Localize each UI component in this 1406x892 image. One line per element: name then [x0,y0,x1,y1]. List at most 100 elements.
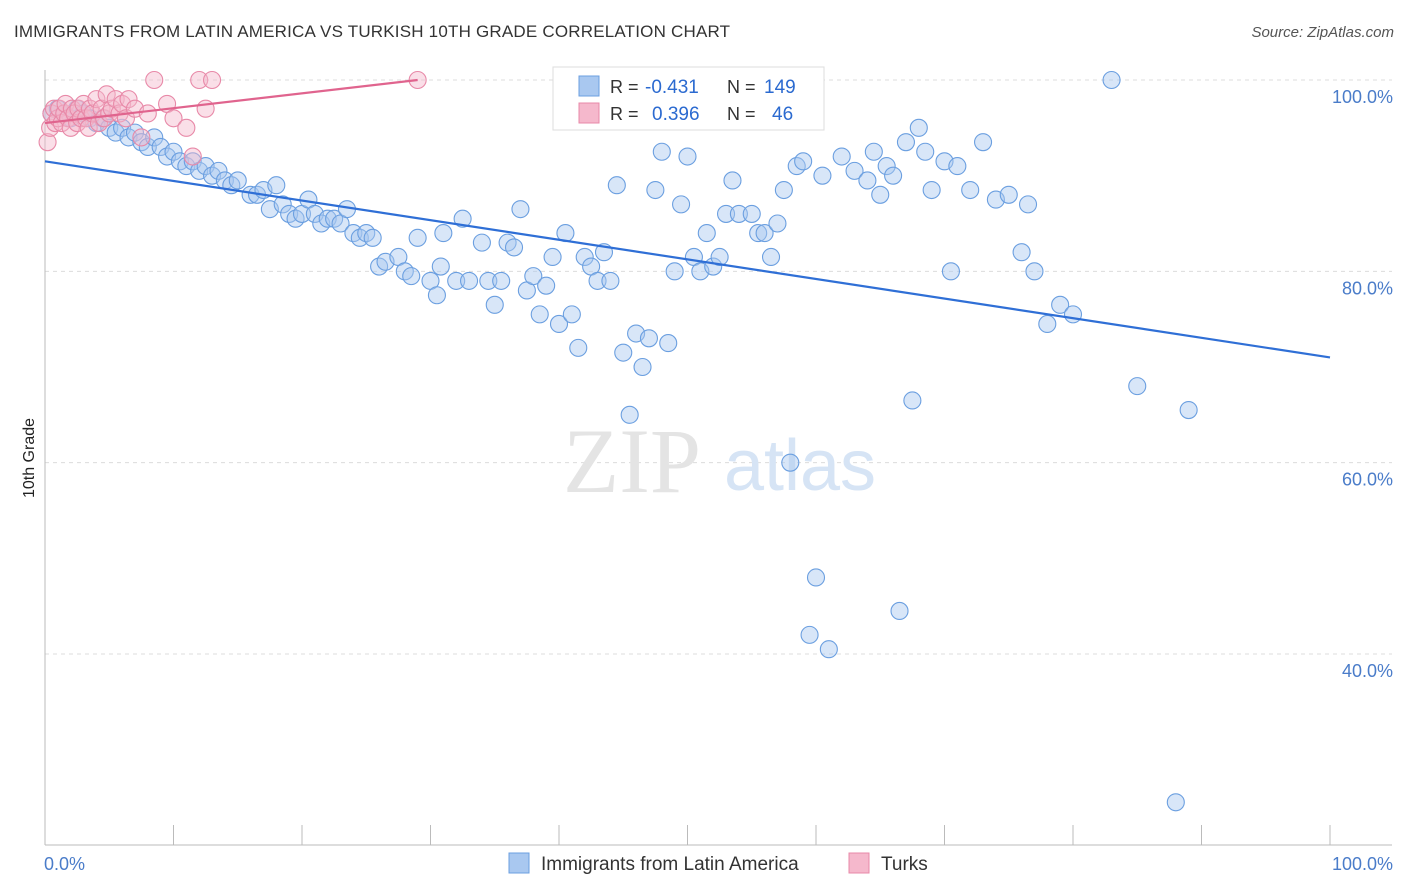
trend-line-latin-america [44,160,1331,359]
point-latin-america [813,166,832,185]
point-latin-america [485,295,504,314]
point-latin-america [749,224,768,243]
point-latin-america [794,152,813,171]
point-latin-america [504,238,524,257]
point-latin-america [845,161,864,180]
point-turks [79,118,98,137]
point-latin-america [678,147,697,166]
point-latin-america [601,271,620,290]
point-turks [203,70,222,90]
point-turks [97,85,116,104]
point-latin-america [524,267,543,286]
point-latin-america [614,343,633,362]
chart-title: IMMIGRANTS FROM LATIN AMERICA VS TURKISH… [14,22,731,41]
trend-line-turks [44,78,418,125]
point-latin-america [1128,377,1147,396]
point-latin-america [672,195,691,214]
point-latin-america [267,176,286,195]
legend-r-label-2: R = [610,104,639,124]
point-latin-america [459,271,479,290]
point-latin-america [659,334,678,353]
point-latin-america [273,195,292,214]
y-tick-labels: 40.0% 60.0% 80.0% 100.0% [1332,87,1393,681]
point-latin-america [729,204,748,223]
point-latin-america [742,204,761,223]
point-latin-america [209,161,228,180]
point-latin-america [138,137,157,157]
point-latin-america [999,185,1018,204]
point-latin-america [774,180,793,200]
series-immigrants-latin-america [42,70,1198,812]
point-latin-america [402,267,421,286]
point-latin-america [1179,400,1198,420]
y-axis-title: 10th Grade [21,418,38,498]
point-latin-america [511,200,530,219]
point-turks [183,147,202,166]
point-latin-america [427,286,446,305]
x-tick-labels: 0.0% 100.0% [44,854,1393,874]
series-legend: Immigrants from Latin America Turks [508,852,928,875]
point-latin-america [472,233,491,252]
point-latin-america [941,262,960,281]
x-tick-label-start: 0.0% [44,854,85,874]
point-latin-america [723,171,742,190]
point-turks [44,99,64,118]
point-latin-america [530,305,549,324]
point-latin-america [1051,295,1070,314]
legend-n-label-1: N = [727,77,756,97]
point-latin-america [447,271,466,290]
point-latin-america [431,257,450,276]
legend-n-label-2: N = [727,104,756,124]
point-latin-america [922,180,941,200]
point-turks [190,70,209,90]
trend-lines [44,78,1331,359]
correlation-legend: R = -0.431 N = 149 R = 0.396 N = 46 [552,66,825,131]
legend-r-value-2: 0.396 [652,104,700,125]
point-latin-america [697,224,716,243]
watermark-atlas: atlas [724,426,876,506]
x-tick-label-end: 100.0% [1332,854,1393,874]
point-latin-america [903,391,922,410]
axes [44,70,1392,846]
point-latin-america [948,157,967,176]
legend-r-label-1: R = [610,77,639,97]
point-latin-america [588,271,607,290]
point-latin-america [1012,243,1031,262]
point-latin-america [543,247,562,267]
point-latin-america [1063,305,1083,324]
point-latin-america [479,271,498,290]
point-latin-america [652,142,671,161]
point-latin-america [639,329,659,348]
point-turks [38,133,57,152]
point-latin-america [896,133,916,152]
point-turks [164,109,183,128]
legend-swatch-turks [578,102,600,124]
point-latin-america [761,247,781,267]
point-latin-america [864,142,883,161]
watermark: ZIP atlas [563,410,876,512]
point-latin-america [961,180,980,200]
point-latin-america [781,453,800,472]
point-latin-america [633,357,652,377]
point-latin-america [164,142,183,161]
point-latin-america [549,314,569,334]
point-turks [119,90,138,109]
bottom-legend-swatch-latin-america [508,852,530,874]
point-latin-america [646,180,665,200]
point-latin-america [884,166,903,185]
point-latin-america [768,214,787,233]
point-latin-america [806,568,826,587]
bottom-legend-label-latin-america: Immigrants from Latin America [541,854,799,875]
chart-source: Source: ZipAtlas.com [1251,24,1394,41]
point-latin-america [453,209,472,228]
bottom-legend-label-turks: Turks [881,854,928,875]
point-latin-america [434,224,453,243]
legend-n-value-2: 46 [772,104,793,125]
point-latin-america [1102,70,1121,90]
point-latin-america [716,204,736,223]
legend-r-value-1: -0.431 [645,77,699,98]
y-tick-label: 100.0% [1332,87,1393,107]
y-tick-label: 40.0% [1342,661,1393,681]
point-latin-america [665,262,684,281]
